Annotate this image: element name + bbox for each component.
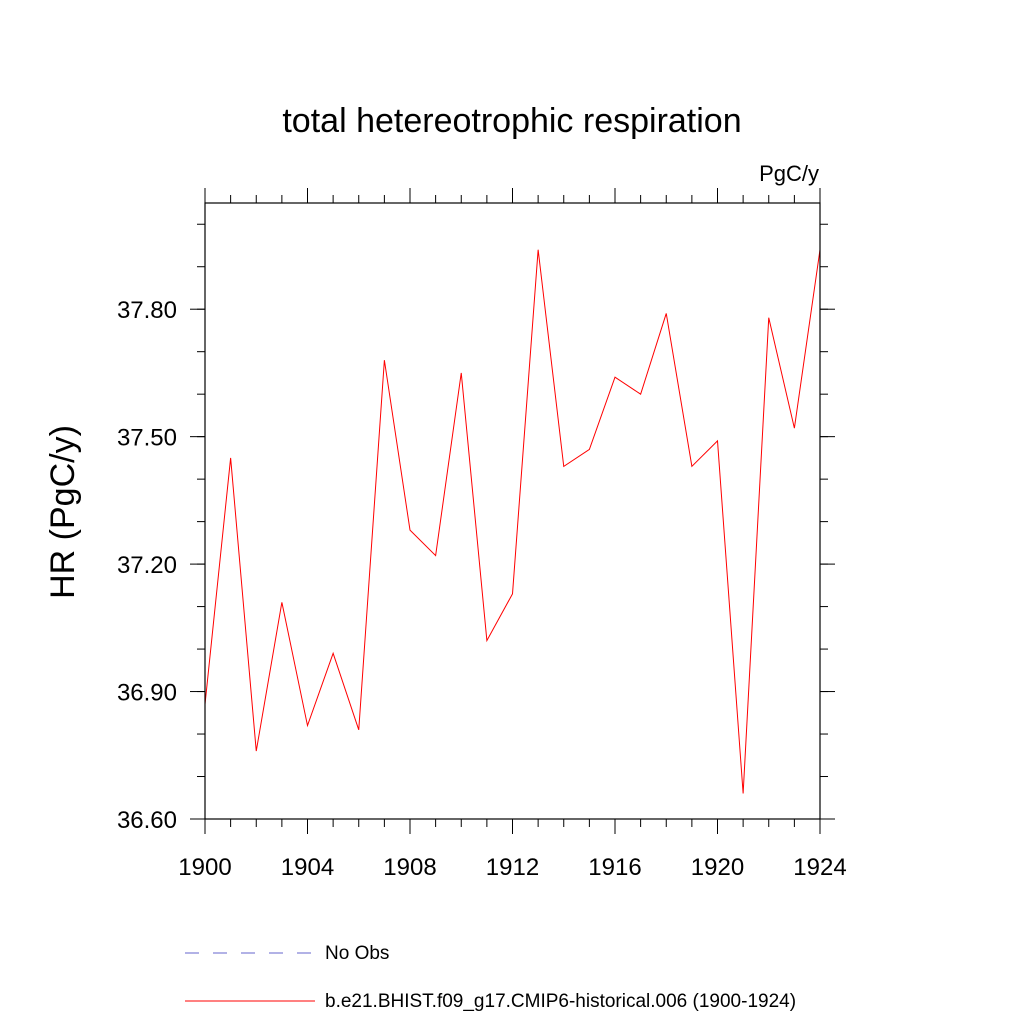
legend-label-model: b.e21.BHIST.f09_g17.CMIP6-historical.006… [325,991,796,1012]
y-tick-label: 37.50 [117,425,177,452]
y-tick-label: 36.60 [117,807,177,834]
x-tick-label: 1904 [281,854,334,881]
x-tick-label: 1900 [178,854,231,881]
y-tick-label: 37.80 [117,297,177,324]
series-line-1 [204,249,821,794]
x-tick-label: 1924 [793,854,846,881]
units-label: PgC/y [759,161,819,186]
y-tick-label: 37.20 [117,552,177,579]
y-tick-label: 36.90 [117,680,177,707]
tick-labels: 1900 1904 1908 1912 1916 1920 1924 36.60 36.90 37… [117,297,847,881]
chart-title: total hetereotrophic respiration [282,102,741,140]
x-tick-label: 1920 [691,854,744,881]
x-tick-label: 1916 [588,854,641,881]
series-layer [204,249,821,794]
minor-ticks [197,195,828,827]
x-tick-label: 1912 [486,854,539,881]
plot-frame [204,202,821,820]
legend-label-no-obs: No Obs [325,943,389,964]
major-ticks [190,188,835,834]
legend: No Obs b.e21.BHIST.f09_g17.CMIP6-histori… [185,943,796,1012]
x-tick-label: 1908 [383,854,436,881]
y-axis-label: HR (PgC/y) [44,425,82,599]
